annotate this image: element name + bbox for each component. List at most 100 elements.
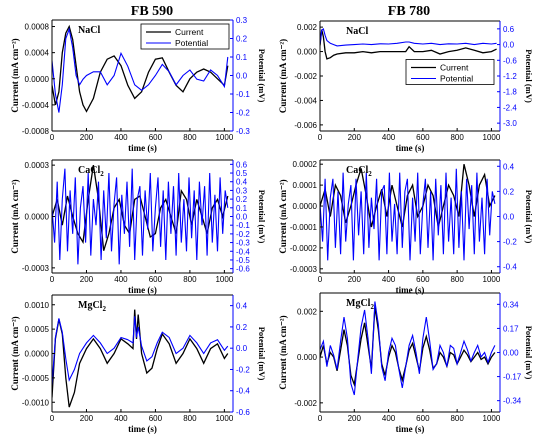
y-tick-label-left: 0.0003 — [25, 161, 50, 170]
y-tick-label-right: 0.3 — [236, 16, 248, 25]
y-tick-label-left: -0.006 — [294, 121, 317, 130]
y-tick-label-right: 0.0 — [236, 344, 248, 353]
x-tick-label: 800 — [183, 133, 197, 142]
series-potential-line — [52, 27, 229, 113]
panel-label: NaCl — [346, 26, 368, 37]
x-tick-label: 800 — [183, 414, 197, 423]
y-tick-label-left: 0.0000 — [25, 213, 50, 222]
y-tick-label-right: -0.3 — [236, 127, 250, 136]
x-axis-title: time (s) — [128, 285, 157, 295]
y-tick-label-right: 0.5 — [236, 169, 248, 178]
x-tick-label: 0 — [50, 275, 55, 284]
y-tick-label-right: 0.17 — [503, 324, 519, 333]
x-tick-label: 600 — [149, 275, 163, 284]
y-tick-label-left: 0.0002 — [293, 160, 318, 169]
y-tick-label-right: 0.0 — [503, 213, 515, 222]
y-tick-label-right: -0.4 — [236, 387, 250, 396]
chart-panel-5: 0 200 400 600 800 1000 time (s) -0.0010 -0.0005 0… — [10, 294, 267, 434]
y-axis-title-left: Current (mA cm⁻²) — [10, 316, 20, 390]
x-axis-title: time (s) — [396, 424, 425, 434]
y-tick-label-right: -0.2 — [236, 109, 250, 118]
x-tick-label: 200 — [348, 275, 362, 284]
y-tick-label-left: 0.0010 — [25, 301, 50, 310]
y-tick-label-left: -0.0004 — [22, 101, 50, 110]
y-tick-label-right: -0.2 — [236, 365, 250, 374]
x-tick-label: 200 — [348, 133, 362, 142]
x-tick-label: 0 — [318, 414, 323, 423]
y-tick-label-right: 0.4 — [236, 178, 248, 187]
column-title-fb780: FB 780 — [388, 4, 430, 19]
y-axis-title-right: Potential (mV) — [257, 190, 267, 244]
y-tick-label-left: 0.002 — [297, 23, 318, 32]
y-tick-label-left: 0.000 — [297, 353, 318, 362]
y-tick-label-right: -1.8 — [503, 88, 517, 97]
y-axis-title-right: Potential (mV) — [524, 49, 534, 103]
y-tick-label-right: -0.4 — [503, 263, 517, 272]
legend-label: Potential — [175, 38, 208, 48]
panel-label: NaCl — [78, 25, 100, 36]
y-axis-title-right: Potential (mV) — [524, 190, 534, 244]
y-tick-label-right: 0.6 — [503, 25, 515, 34]
y-tick-label-left: 0.0005 — [25, 325, 50, 334]
x-axis-title: time (s) — [128, 143, 157, 153]
y-tick-label-left: -0.0008 — [22, 127, 50, 136]
y-tick-label-right: 0.1 — [236, 53, 248, 62]
series-potential-line — [52, 316, 229, 386]
y-tick-label-left: -0.0002 — [290, 244, 318, 253]
y-tick-label-right: 0.0 — [236, 72, 248, 81]
legend-box — [405, 59, 495, 85]
y-tick-label-left: 0.0000 — [25, 75, 50, 84]
y-tick-label-right: 0.00 — [503, 349, 519, 358]
series-potential-line — [320, 301, 496, 396]
x-tick-label: 1000 — [215, 414, 233, 423]
y-tick-label-right: 0.3 — [236, 186, 248, 195]
x-tick-label: 200 — [80, 414, 94, 423]
x-tick-label: 400 — [382, 414, 396, 423]
y-tick-label-left: 0.0000 — [25, 350, 50, 359]
y-tick-label-right: -0.2 — [236, 230, 250, 239]
y-tick-label-right: -0.4 — [236, 247, 250, 256]
x-tick-label: 1000 — [483, 133, 501, 142]
series-current-line — [52, 24, 229, 113]
x-tick-label: 800 — [183, 275, 197, 284]
y-tick-label-left: 0.0001 — [293, 181, 318, 190]
x-tick-label: 0 — [318, 275, 323, 284]
x-tick-label: 600 — [416, 414, 430, 423]
y-tick-label-right: -0.1 — [236, 221, 250, 230]
y-axis-title-left: Current (mA cm⁻²) — [10, 179, 20, 253]
x-tick-label: 800 — [450, 275, 464, 284]
x-tick-label: 1000 — [215, 133, 233, 142]
y-tick-label-right: -0.6 — [236, 408, 250, 417]
y-tick-label-left: -0.004 — [294, 96, 317, 105]
x-tick-label: 200 — [80, 275, 94, 284]
y-tick-label-left: 0.0008 — [25, 23, 50, 32]
y-axis-title-left: Current (mA cm⁻²) — [278, 179, 288, 253]
y-axis-title-left: Current (mA cm⁻²) — [10, 38, 20, 112]
y-tick-label-left: -0.0005 — [22, 374, 50, 383]
x-tick-label: 200 — [348, 414, 362, 423]
y-tick-label-left: -0.0003 — [290, 265, 318, 274]
series-current-line — [320, 29, 497, 60]
series-current-line — [320, 306, 496, 388]
series-potential-line — [52, 168, 229, 265]
y-tick-label-right: 0.34 — [503, 300, 519, 309]
x-tick-label: 800 — [450, 414, 464, 423]
chart-panel-4: 0 200 400 600 800 1000 time (s) -0.0003 -0.0002 -… — [278, 159, 534, 295]
x-tick-label: 0 — [50, 414, 55, 423]
y-tick-label-right: -0.2 — [503, 238, 517, 247]
x-tick-label: 1000 — [483, 275, 501, 284]
x-tick-label: 400 — [114, 133, 128, 142]
panel-label: MgCl2 — [346, 298, 374, 311]
y-tick-label-left: 0.0004 — [25, 49, 50, 58]
y-tick-label-right: -0.34 — [503, 397, 522, 406]
chart-panel-6: 0 200 400 600 800 1000 time (s) -0.002 0.000 0.00… — [278, 292, 534, 434]
panel-label-subscript: 2 — [368, 170, 372, 178]
panel-label: CaCl2 — [78, 165, 104, 178]
y-tick-label-left: -0.002 — [294, 399, 317, 408]
y-axis-title-right: Potential (mV) — [257, 327, 267, 381]
y-tick-label-right: -0.1 — [236, 90, 250, 99]
y-tick-label-right: -0.3 — [236, 239, 250, 248]
y-tick-label-left: 0.0000 — [293, 202, 318, 211]
